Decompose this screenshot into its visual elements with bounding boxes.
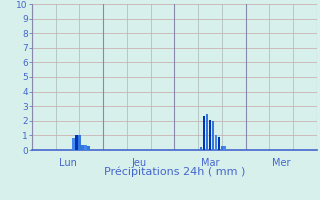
Bar	[218, 137, 220, 150]
Bar	[223, 146, 226, 150]
Bar	[215, 135, 217, 150]
Bar	[81, 145, 84, 150]
Bar	[87, 146, 90, 150]
X-axis label: Précipitations 24h ( mm ): Précipitations 24h ( mm )	[104, 167, 245, 177]
Bar	[203, 116, 205, 150]
Bar	[212, 121, 214, 150]
Bar	[78, 135, 81, 150]
Text: Jeu: Jeu	[131, 158, 146, 168]
Bar	[220, 146, 223, 150]
Bar	[72, 138, 75, 150]
Bar	[209, 120, 211, 150]
Bar	[206, 114, 208, 150]
Bar	[200, 147, 203, 150]
Bar	[84, 145, 87, 150]
Text: Lun: Lun	[59, 158, 76, 168]
Text: Mer: Mer	[272, 158, 291, 168]
Bar	[75, 135, 78, 150]
Text: Mar: Mar	[201, 158, 219, 168]
